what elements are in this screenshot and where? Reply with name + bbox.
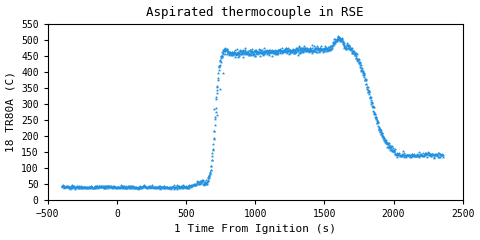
Y-axis label: 18 TR80A (C): 18 TR80A (C): [6, 71, 15, 152]
Title: Aspirated thermocouple in RSE: Aspirated thermocouple in RSE: [146, 6, 364, 18]
X-axis label: 1 Time From Ignition (s): 1 Time From Ignition (s): [174, 224, 336, 234]
